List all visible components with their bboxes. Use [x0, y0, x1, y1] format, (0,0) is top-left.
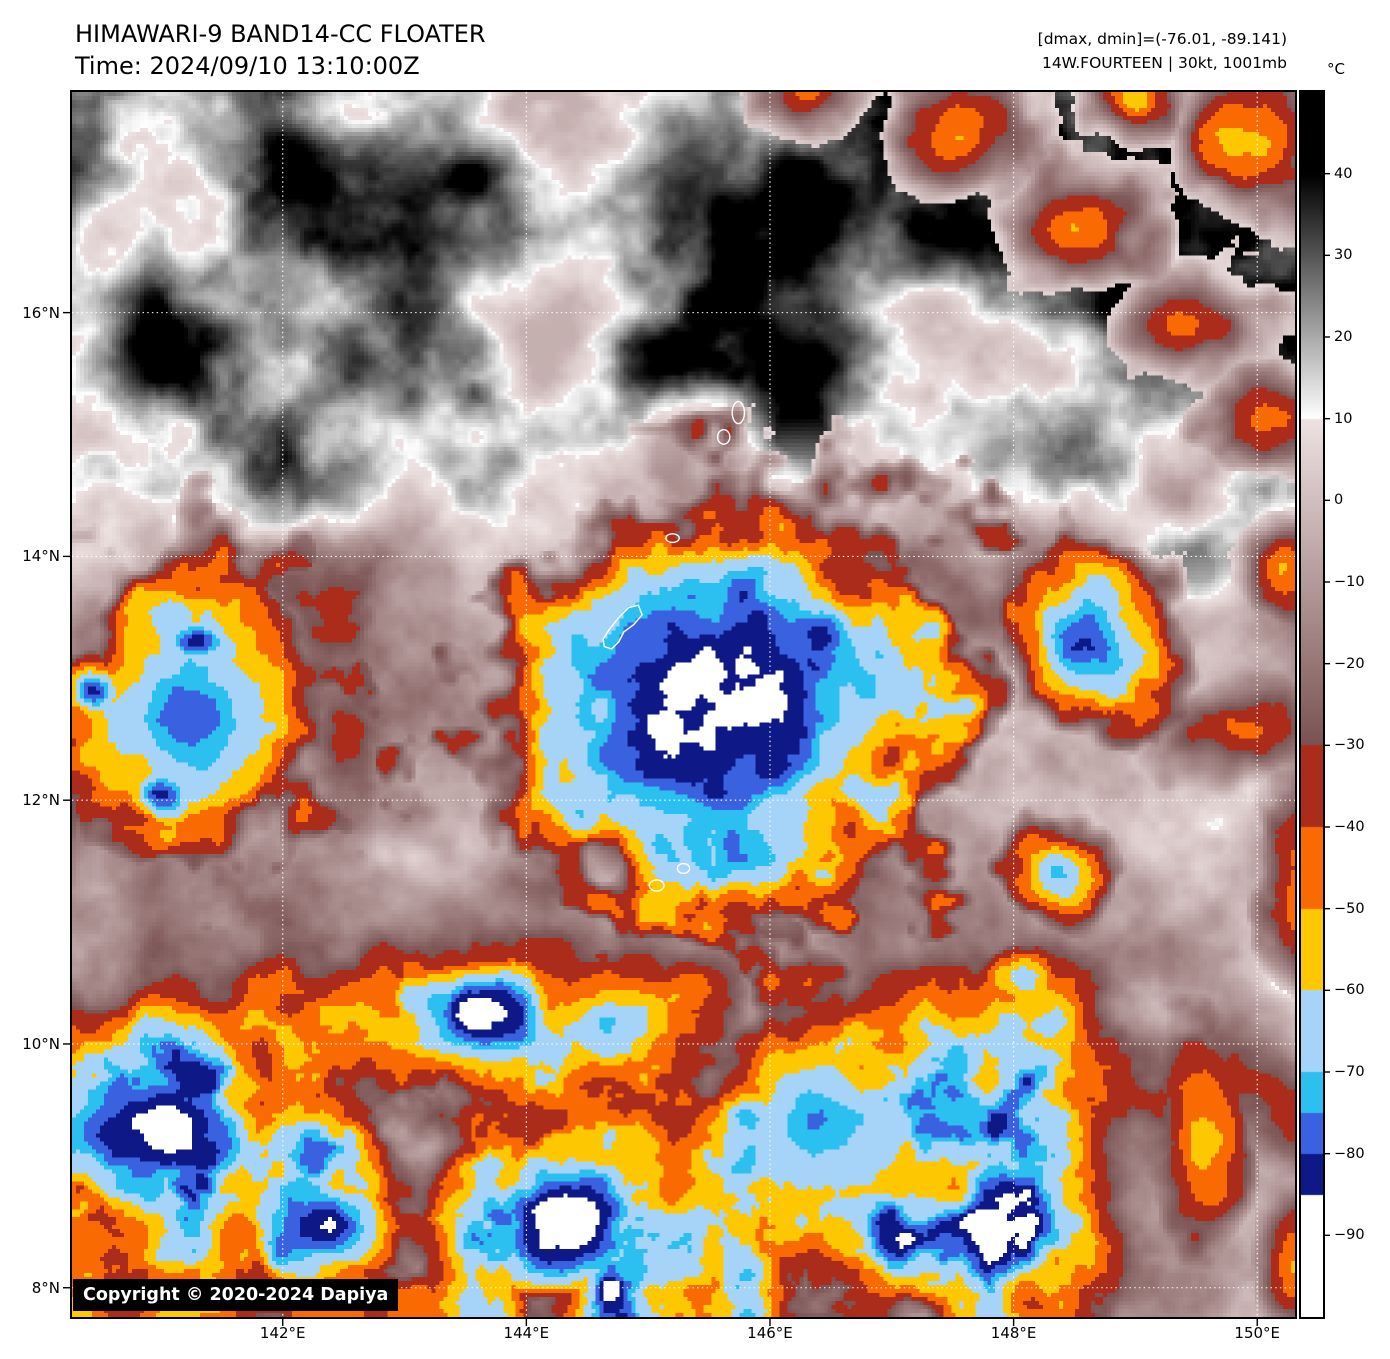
colorbar-tick-label-40: 40 — [1334, 165, 1353, 182]
lat-tick-label-14: 14°N — [22, 547, 60, 566]
island-outline-cold-pixel-outline-2 — [648, 879, 665, 892]
lon-tick-label-144: 144°E — [503, 1324, 550, 1342]
colorbar-tick-label-20: 20 — [1334, 329, 1353, 345]
colorbar-tick-label--90: −90 — [1334, 1227, 1365, 1244]
island-outline-guam — [602, 604, 643, 650]
figure-time: Time: 2024/09/10 13:10:00Z — [75, 52, 420, 80]
colorbar-tick-label--50: −50 — [1334, 900, 1365, 917]
graticule-overlay — [72, 92, 1295, 1317]
colorbar-tick-label--30: −30 — [1334, 737, 1365, 754]
colorbar-unit-label: °C — [1327, 60, 1345, 78]
island-outline-tinian — [716, 428, 731, 445]
map-plot-area: Copyright © 2020-2024 Dapiya — [70, 90, 1297, 1319]
colorbar-tick-label-10: 10 — [1334, 410, 1353, 427]
colorbar-tick-label--20: −20 — [1334, 655, 1365, 672]
colorbar-tick-label-0: 0 — [1334, 492, 1344, 509]
island-outline-rota — [665, 533, 680, 544]
lat-tick-label-10: 10°N — [22, 1034, 60, 1053]
lon-tick-label-146: 146°E — [747, 1324, 793, 1342]
annotation-storm-info: 14W.FOURTEEN | 30kt, 1001mb — [1041, 54, 1287, 72]
satellite-ir-image — [72, 92, 1295, 1317]
colorbar-tick-label--70: −70 — [1334, 1064, 1365, 1080]
colorbar-gradient — [1301, 92, 1323, 1317]
lat-tick-label-12: 12°N — [22, 791, 60, 810]
island-outline-cold-pixel-outline-1 — [676, 862, 691, 875]
lon-tick-label-142: 142°E — [259, 1324, 306, 1342]
colorbar-tick-label--10: −10 — [1334, 574, 1365, 590]
colorbar-tick-label--80: −80 — [1334, 1145, 1365, 1162]
lon-tick-label-148: 148°E — [990, 1324, 1037, 1342]
colorbar-tick-label--40: −40 — [1334, 819, 1365, 835]
figure-title: HIMAWARI-9 BAND14-CC FLOATER — [75, 20, 486, 48]
lat-tick-label-8: 8°N — [31, 1278, 60, 1297]
lon-tick-label-150: 150°E — [1234, 1324, 1281, 1342]
colorbar-tick-label-30: 30 — [1334, 247, 1353, 264]
island-outline-saipan — [731, 400, 746, 425]
annotation-dmax-dmin: [dmax, dmin]=(-76.01, -89.141) — [1037, 30, 1287, 48]
lat-tick-label-16: 16°N — [22, 303, 60, 322]
colorbar-tick-label--60: −60 — [1334, 982, 1365, 999]
copyright-badge: Copyright © 2020-2024 Dapiya — [73, 1279, 399, 1311]
colorbar — [1299, 90, 1325, 1319]
